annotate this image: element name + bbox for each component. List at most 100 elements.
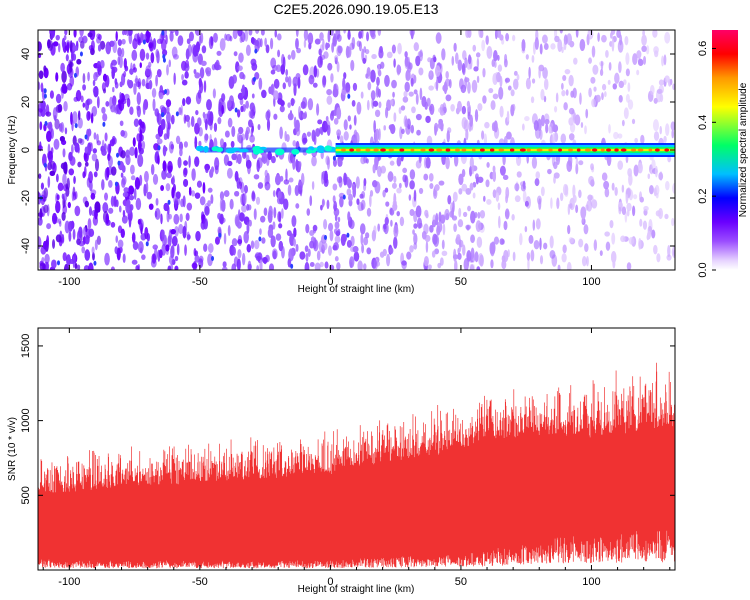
spectrogram-noise-cell (285, 134, 290, 143)
spectrogram-noise-cell (127, 80, 134, 89)
spectrogram-noise-cell (182, 195, 186, 208)
spectrogram-noise-cell (206, 99, 212, 111)
spectrogram-noise-cell (439, 257, 444, 266)
spectrogram-noise-cell (524, 225, 528, 233)
spectrogram-noise-cell (254, 240, 260, 250)
spectrogram-noise-cell (463, 211, 468, 217)
spectrogram-noise-cell (371, 53, 377, 60)
spectrogram-noise-cell (185, 96, 192, 105)
spectrogram-noise-cell (264, 37, 267, 47)
spectrogram-noise-cell (227, 117, 233, 128)
spectrogram-noise-cell (88, 206, 93, 216)
spectrogram-noise-cell (123, 70, 127, 78)
spectrogram-noise-cell (184, 71, 189, 79)
spectrogram-noise-cell (40, 182, 44, 190)
spectrogram-noise-cell (603, 180, 610, 190)
spectrogram-noise-cell (208, 36, 214, 50)
spectrogram-noise-cell (313, 65, 318, 78)
spectrogram-noise-cell (297, 76, 301, 89)
spectrogram-noise-cell (87, 218, 92, 230)
spectrogram-noise-cell (289, 109, 293, 120)
spectrogram-noise-cell (491, 122, 496, 132)
spectrogram-noise-cell (235, 216, 240, 227)
spectrogram-noise-cell (568, 107, 575, 115)
spectrogram-noise-cell (617, 39, 624, 53)
spectrogram-noise-cell (56, 260, 60, 266)
spectrogram-noise-cell (321, 241, 328, 251)
spectrogram-noise-cell (247, 260, 252, 270)
spectrogram-noise-cell (240, 105, 244, 113)
spectrogram-noise-cell (94, 158, 100, 172)
spectrogram-noise-cell (292, 157, 296, 170)
spectrogram-noise-cell (652, 30, 658, 38)
spectrogram-noise-cell (467, 81, 471, 94)
spectrogram-noise-cell (217, 117, 222, 125)
spectrogram-noise-cell (52, 212, 58, 225)
spectrogram-noise-cell (175, 111, 179, 117)
spectrogram-noise-cell (218, 232, 222, 238)
spectrogram-noise-cell (255, 255, 262, 262)
spectrogram-noise-cell (463, 119, 469, 132)
spectrogram-noise-cell (418, 67, 424, 76)
spectrogram-noise-cell (461, 169, 466, 178)
spectrogram-noise-cell (211, 256, 215, 262)
spectrogram-noise-cell (312, 239, 319, 252)
signal-peak (536, 148, 543, 152)
spectrogram-noise-cell (404, 57, 409, 70)
spectrogram-noise-cell (177, 35, 184, 46)
spectrogram-noise-cell (383, 223, 387, 230)
signal-peak (420, 148, 426, 152)
spectrogram-noise-cell (96, 133, 99, 144)
spectrogram-noise-cell (497, 64, 503, 72)
spectrogram-noise-cell (122, 253, 126, 264)
spectrogram-noise-cell (84, 161, 89, 167)
spectrogram-noise-cell (309, 240, 315, 249)
spectrogram-noise-cell (649, 84, 655, 96)
spectrogram-noise-cell (311, 155, 317, 167)
spectrogram-noise-cell (402, 167, 408, 174)
spectrogram-noise-cell (561, 90, 566, 97)
spectrogram-noise-cell (148, 79, 153, 90)
spectrogram-noise-cell (142, 102, 146, 115)
spectrogram-noise-cell (656, 253, 661, 263)
spectrogram-noise-cell (623, 107, 629, 120)
spectrogram-noise-cell (498, 215, 501, 229)
spectrogram-noise-cell (104, 132, 108, 142)
spectrogram-noise-cell (617, 133, 623, 139)
spectrogram-noise-cell (44, 253, 50, 264)
spectrogram-noise-cell (190, 115, 195, 128)
spectrogram-noise-cell (137, 78, 142, 90)
spectrogram-noise-cell (566, 261, 572, 270)
spectrogram-noise-cell (429, 70, 433, 77)
spectrogram-noise-cell (626, 209, 630, 217)
spectrogram-noise-cell (130, 164, 135, 175)
spectrogram-noise-cell (234, 170, 239, 182)
spectrogram-noise-cell (389, 247, 394, 255)
spectrogram-noise-cell (239, 212, 245, 222)
spectrogram-noise-cell (317, 55, 323, 68)
spectrogram-noise-cell (605, 241, 611, 251)
spectrogram-noise-cell (194, 192, 201, 199)
spectrogram-noise-cell (390, 124, 396, 135)
spectrogram-noise-cell (207, 200, 212, 207)
spectrogram-noise-cell (481, 39, 486, 52)
spectrogram-noise-cell (334, 55, 339, 61)
spectrogram-noise-cell (70, 111, 73, 125)
spectrogram-noise-cell (641, 34, 647, 46)
signal-peak (600, 148, 605, 152)
spectrogram-noise-cell (347, 31, 351, 40)
spectrogram-noise-cell (441, 239, 445, 250)
spectrogram-noise-cell (353, 251, 360, 262)
spectrogram-noise-cell (485, 35, 489, 45)
spectrogram-noise-cell (290, 98, 296, 105)
spectrogram-noise-cell (234, 190, 240, 197)
spectrogram-noise-cell (319, 261, 324, 268)
spectrogram-noise-cell (68, 168, 75, 176)
spectrogram-noise-cell (672, 182, 675, 194)
spectrogram-noise-cell (285, 168, 288, 182)
spectrogram-noise-cell (321, 120, 328, 133)
spectrogram-noise-cell (199, 67, 205, 79)
spectrogram-noise-cell (366, 207, 372, 217)
spectrogram-noise-cell (391, 44, 396, 54)
spectrogram-noise-cell (43, 93, 47, 99)
